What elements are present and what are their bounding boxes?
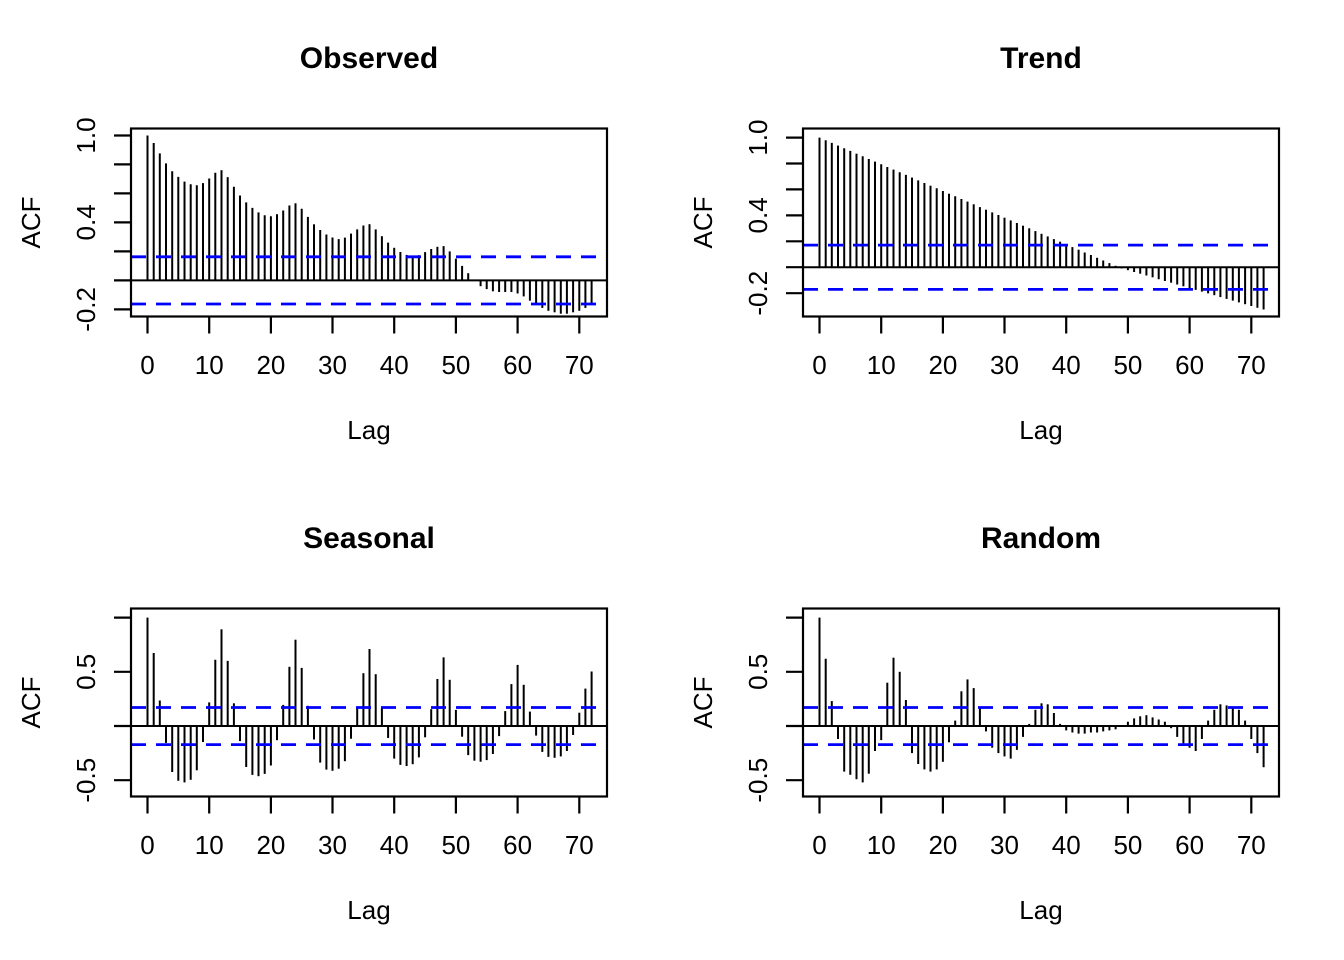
- x-tick-label: 50: [1113, 350, 1142, 380]
- x-tick-label: 30: [990, 830, 1019, 860]
- x-tick-label: 0: [140, 350, 154, 380]
- x-tick-label: 20: [928, 830, 957, 860]
- x-tick-label: 0: [812, 350, 826, 380]
- x-axis-label: Lag: [347, 895, 390, 925]
- y-tick-label: -0.2: [71, 287, 101, 332]
- x-tick-label: 40: [1052, 350, 1081, 380]
- y-tick-label: 0.4: [743, 197, 773, 233]
- acf-plot-random: 0 10 20 30 40 50 60 70 0.5 -0.5 Random Lag ACF: [688, 522, 1281, 925]
- x-tick-label: 40: [380, 350, 409, 380]
- y-tick-label: -0.5: [743, 758, 773, 803]
- acf-bars: [146, 135, 593, 314]
- x-axis-label: Lag: [347, 415, 390, 445]
- panel-title: Seasonal: [303, 522, 435, 555]
- x-tick-label: 0: [812, 830, 826, 860]
- x-axis-label: Lag: [1019, 415, 1062, 445]
- y-axis-label: ACF: [16, 197, 46, 249]
- plot-box: [801, 607, 1281, 798]
- y-tick-label: 0.5: [71, 654, 101, 690]
- x-tick-label: 10: [867, 350, 896, 380]
- plot-box: [801, 127, 1281, 318]
- x-tick-label: 60: [1175, 350, 1204, 380]
- x-tick-label: 70: [565, 830, 594, 860]
- y-tick-label: 1.0: [71, 117, 101, 153]
- acf-plot-trend: 0 10 20 30 40 50 60 70 1.0 0.4 -0.2 Trend Lag ACF: [688, 42, 1281, 445]
- x-tick-label: 70: [1237, 830, 1266, 860]
- y-tick-label: 0.4: [71, 204, 101, 240]
- x-tick-label: 20: [256, 350, 285, 380]
- x-tick-label: 10: [195, 350, 224, 380]
- acf-bars: [146, 617, 593, 783]
- x-tick-label: 50: [441, 830, 470, 860]
- x-tick-label: 50: [441, 350, 470, 380]
- x-tick-label: 60: [503, 830, 532, 860]
- y-tick-label: 0.5: [743, 654, 773, 690]
- y-axis-label: ACF: [688, 677, 718, 729]
- x-tick-label: 10: [867, 830, 896, 860]
- x-axis-label: Lag: [1019, 895, 1062, 925]
- panel-trend: 0 10 20 30 40 50 60 70 1.0 0.4 -0.2 Trend Lag ACF: [672, 0, 1344, 480]
- x-tick-label: 70: [565, 350, 594, 380]
- panel-title: Random: [981, 522, 1101, 555]
- plot-box: [129, 607, 609, 798]
- panel-seasonal: 0 10 20 30 40 50 60 70 0.5 -0.5 Seasonal Lag ACF: [0, 480, 672, 960]
- y-tick-label: 1.0: [743, 120, 773, 156]
- x-tick-label: 70: [1237, 350, 1266, 380]
- y-tick-label: -0.5: [71, 758, 101, 803]
- x-tick-label: 30: [318, 350, 347, 380]
- x-tick-label: 30: [990, 350, 1019, 380]
- x-tick-label: 10: [195, 830, 224, 860]
- panel-title: Observed: [300, 42, 438, 75]
- x-tick-label: 50: [1113, 830, 1142, 860]
- x-tick-label: 60: [503, 350, 532, 380]
- x-tick-label: 40: [380, 830, 409, 860]
- x-tick-label: 0: [140, 830, 154, 860]
- x-tick-label: 60: [1175, 830, 1204, 860]
- y-tick-label: -0.2: [743, 271, 773, 316]
- panel-observed: 0 10 20 30 40 50 60 70 1.0 0.4 -0.2 Observed Lag ACF: [0, 0, 672, 480]
- acf-bars: [818, 137, 1265, 310]
- y-axis-label: ACF: [688, 197, 718, 249]
- panel-random: 0 10 20 30 40 50 60 70 0.5 -0.5 Random Lag ACF: [672, 480, 1344, 960]
- panel-title: Trend: [1000, 42, 1082, 75]
- acf-plot-observed: 0 10 20 30 40 50 60 70 1.0 0.4 -0.2 Observed Lag ACF: [16, 42, 609, 445]
- x-tick-label: 40: [1052, 830, 1081, 860]
- x-tick-label: 20: [256, 830, 285, 860]
- x-tick-label: 30: [318, 830, 347, 860]
- acf-plot-seasonal: 0 10 20 30 40 50 60 70 0.5 -0.5 Seasonal Lag ACF: [16, 522, 609, 925]
- acf-bars: [818, 617, 1265, 783]
- y-axis-label: ACF: [16, 677, 46, 729]
- x-tick-label: 20: [928, 350, 957, 380]
